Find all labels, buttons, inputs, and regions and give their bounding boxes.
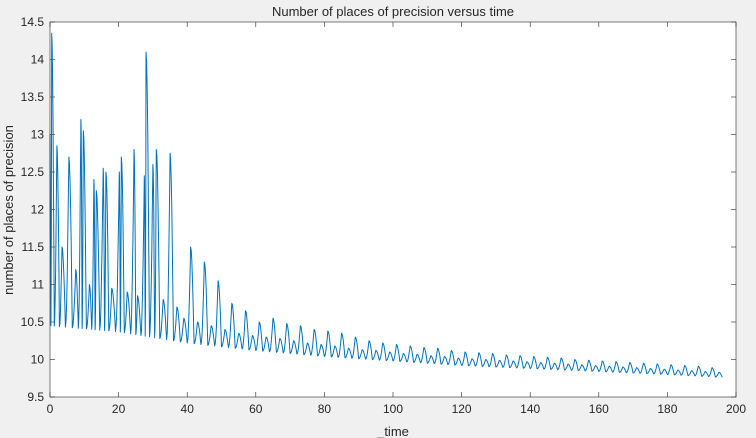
x-tick-label: 200	[726, 402, 746, 416]
y-tick-label: 10.5	[21, 315, 45, 329]
x-tick-label: 120	[452, 402, 472, 416]
x-tick-label: 60	[249, 402, 263, 416]
x-tick-label: 100	[383, 402, 403, 416]
x-tick-label: 80	[318, 402, 332, 416]
axes-background	[50, 22, 736, 397]
y-tick-label: 9.5	[27, 390, 44, 404]
y-tick-label: 14	[31, 53, 45, 67]
y-axis: 9.5 10 10.5 11 11.5 12 12.5 13 13.5 14 14.5	[21, 15, 736, 404]
chart-title: Number of places of precision versus tim…	[272, 4, 514, 19]
series-line	[49, 32, 723, 378]
x-tick-label: 140	[520, 402, 540, 416]
y-tick-label: 13.5	[21, 90, 45, 104]
x-tick-label: 180	[657, 402, 677, 416]
y-axis-label: number of places of precision	[1, 125, 16, 295]
y-tick-label: 11.5	[22, 240, 45, 254]
y-tick-label: 10	[31, 353, 45, 367]
x-tick-label: 20	[112, 402, 126, 416]
y-tick-label: 12.5	[21, 165, 45, 179]
x-axis: 0 20 40 60 80 100 120 140 160 180 200	[47, 22, 746, 416]
x-tick-label: 0	[47, 402, 54, 416]
axes-box	[49, 21, 737, 398]
y-tick-label: 14.5	[21, 15, 45, 29]
y-tick-label: 12	[31, 203, 45, 217]
y-tick-label: 13	[31, 128, 45, 142]
y-tick-label: 11	[32, 278, 45, 292]
x-tick-label: 40	[181, 402, 195, 416]
x-axis-label: _time	[376, 424, 409, 438]
x-tick-label: 160	[589, 402, 609, 416]
